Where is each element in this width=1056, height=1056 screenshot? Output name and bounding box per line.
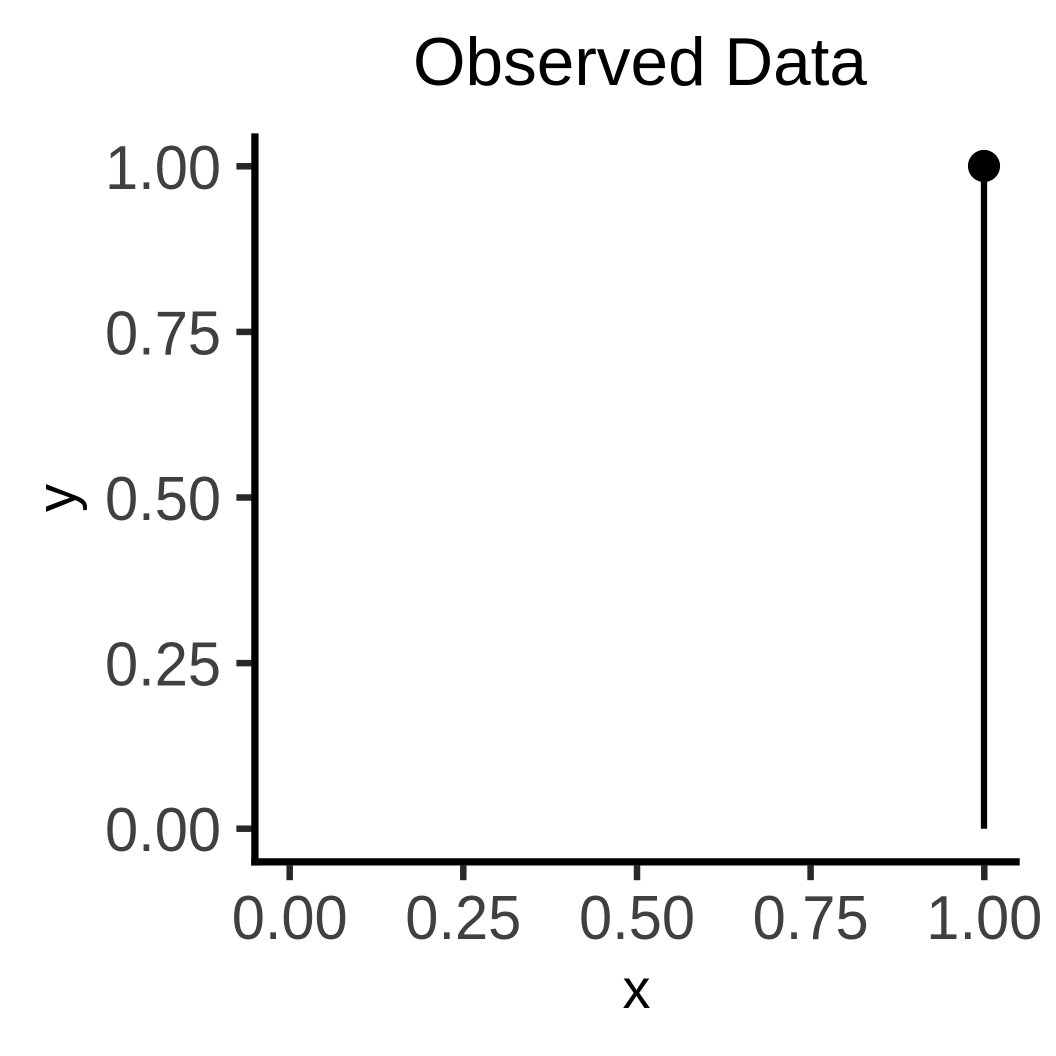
svg-text:0.75: 0.75 bbox=[753, 884, 869, 953]
svg-text:0.25: 0.25 bbox=[105, 631, 221, 700]
svg-text:0.00: 0.00 bbox=[232, 884, 348, 953]
svg-text:1.00: 1.00 bbox=[926, 884, 1042, 953]
svg-text:0.50: 0.50 bbox=[579, 884, 695, 953]
svg-text:0.00: 0.00 bbox=[105, 796, 221, 865]
svg-text:x: x bbox=[623, 957, 651, 1020]
svg-text:Observed Data: Observed Data bbox=[413, 25, 867, 100]
svg-text:0.75: 0.75 bbox=[105, 299, 221, 368]
svg-text:0.50: 0.50 bbox=[105, 465, 221, 534]
svg-text:0.25: 0.25 bbox=[405, 884, 521, 953]
svg-text:1.00: 1.00 bbox=[105, 134, 221, 203]
svg-text:y: y bbox=[25, 484, 88, 512]
